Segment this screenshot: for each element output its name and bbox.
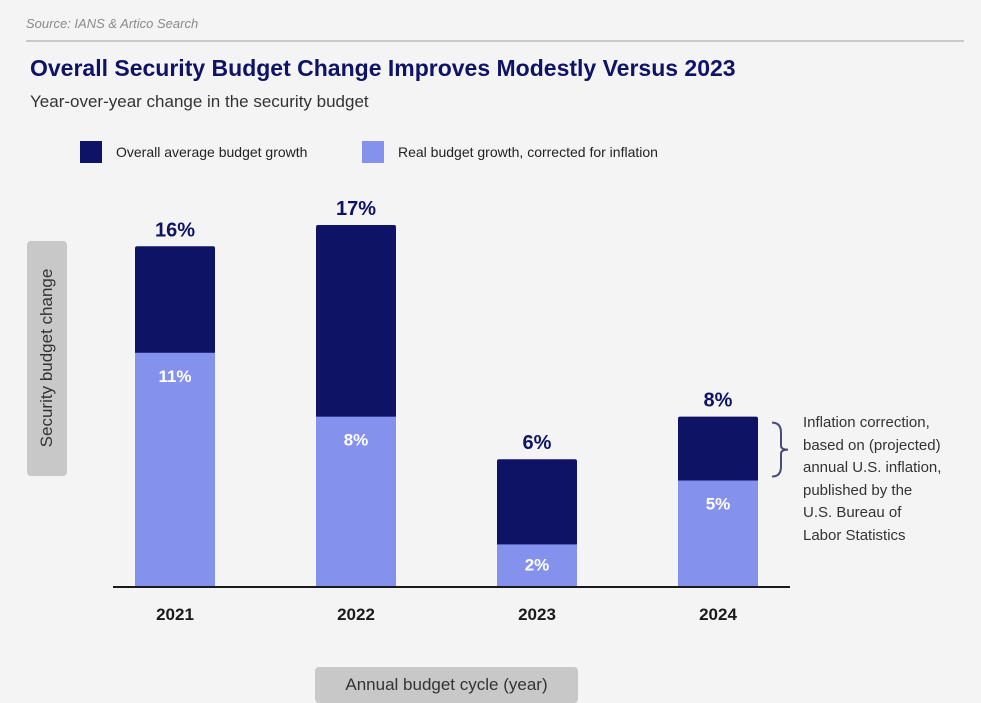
chart-subtitle: Year-over-year change in the security bu… — [30, 92, 369, 111]
legend-swatch-overall — [80, 141, 102, 163]
chart-title: Overall Security Budget Change Improves … — [30, 55, 736, 81]
annotation-line: annual U.S. inflation, — [803, 459, 942, 476]
bar-real-2024 — [678, 480, 758, 587]
data-label-real-2023: 2% — [525, 555, 550, 574]
header-divider — [26, 40, 964, 42]
x-axis-label-box: Annual budget cycle (year) — [315, 667, 578, 703]
annotation-line: U.S. Bureau of — [803, 504, 902, 521]
data-label-overall-2022: 17% — [336, 198, 376, 220]
data-label-overall-2021: 16% — [155, 219, 195, 241]
data-label-overall-2023: 6% — [523, 432, 552, 454]
y-axis-label-box — [27, 241, 67, 476]
annotation-line: based on (projected) — [803, 436, 941, 454]
x-tick-label-2021: 2021 — [156, 605, 194, 624]
x-tick-label-2022: 2022 — [337, 605, 375, 624]
inflation-bracket — [771, 421, 789, 478]
bar-real-2023 — [497, 544, 577, 587]
annotation-line: Inflation correction, — [803, 414, 930, 431]
x-axis-label: Annual budget cycle (year) — [345, 675, 548, 694]
legend-item-overall: Overall average budget growth — [80, 140, 307, 164]
data-label-real-2021: 11% — [158, 367, 191, 386]
legend-label-overall: Overall average budget growth — [116, 144, 308, 160]
source-note: Source: IANS & Artico Search — [26, 16, 199, 31]
data-label-overall-2024: 8% — [704, 390, 733, 412]
bar-real-2022 — [316, 416, 396, 587]
legend-swatch-real — [362, 141, 384, 163]
legend-label-real: Real budget growth, corrected for inflat… — [398, 144, 658, 160]
inflation-annotation: Inflation correction, based on (projected… — [803, 412, 978, 547]
annotation-line: Labor Statistics — [803, 526, 906, 544]
data-label-real-2022: 8% — [344, 431, 369, 450]
annotation-line: published by the — [803, 481, 913, 499]
data-label-real-2024: 5% — [706, 495, 731, 514]
bar-real-2021 — [135, 352, 215, 587]
x-tick-label-2023: 2023 — [518, 605, 556, 624]
x-tick-label-2024: 2024 — [699, 605, 737, 624]
legend-item-real: Real budget growth, corrected for inflat… — [362, 140, 658, 164]
